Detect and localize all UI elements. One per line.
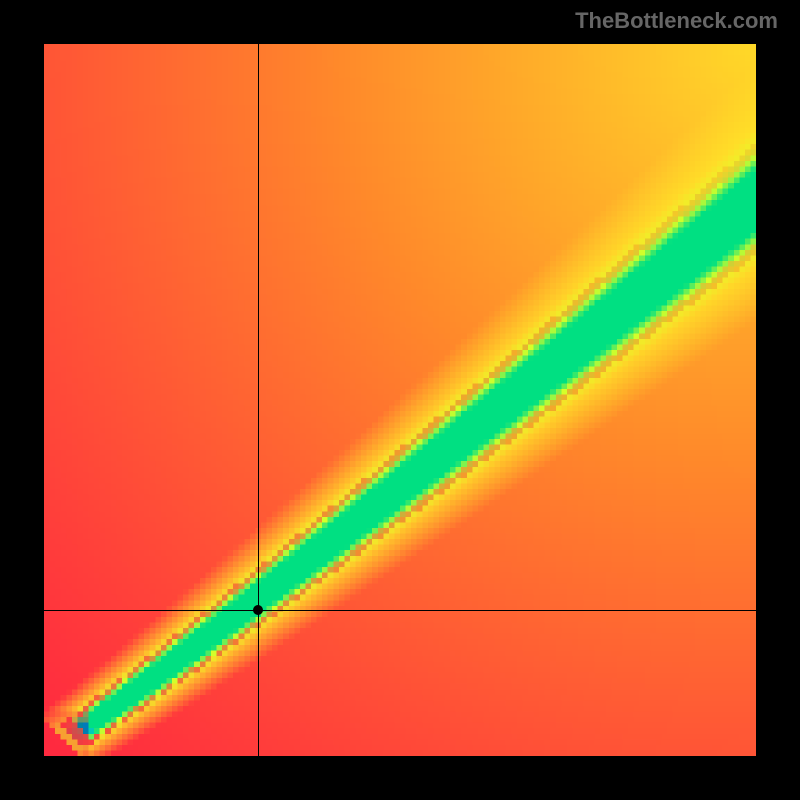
crosshair-vertical (258, 44, 259, 756)
plot-area (44, 44, 756, 756)
crosshair-horizontal (44, 610, 756, 611)
heatmap-canvas (44, 44, 756, 756)
watermark-text: TheBottleneck.com (575, 8, 778, 34)
crosshair-marker (253, 605, 263, 615)
